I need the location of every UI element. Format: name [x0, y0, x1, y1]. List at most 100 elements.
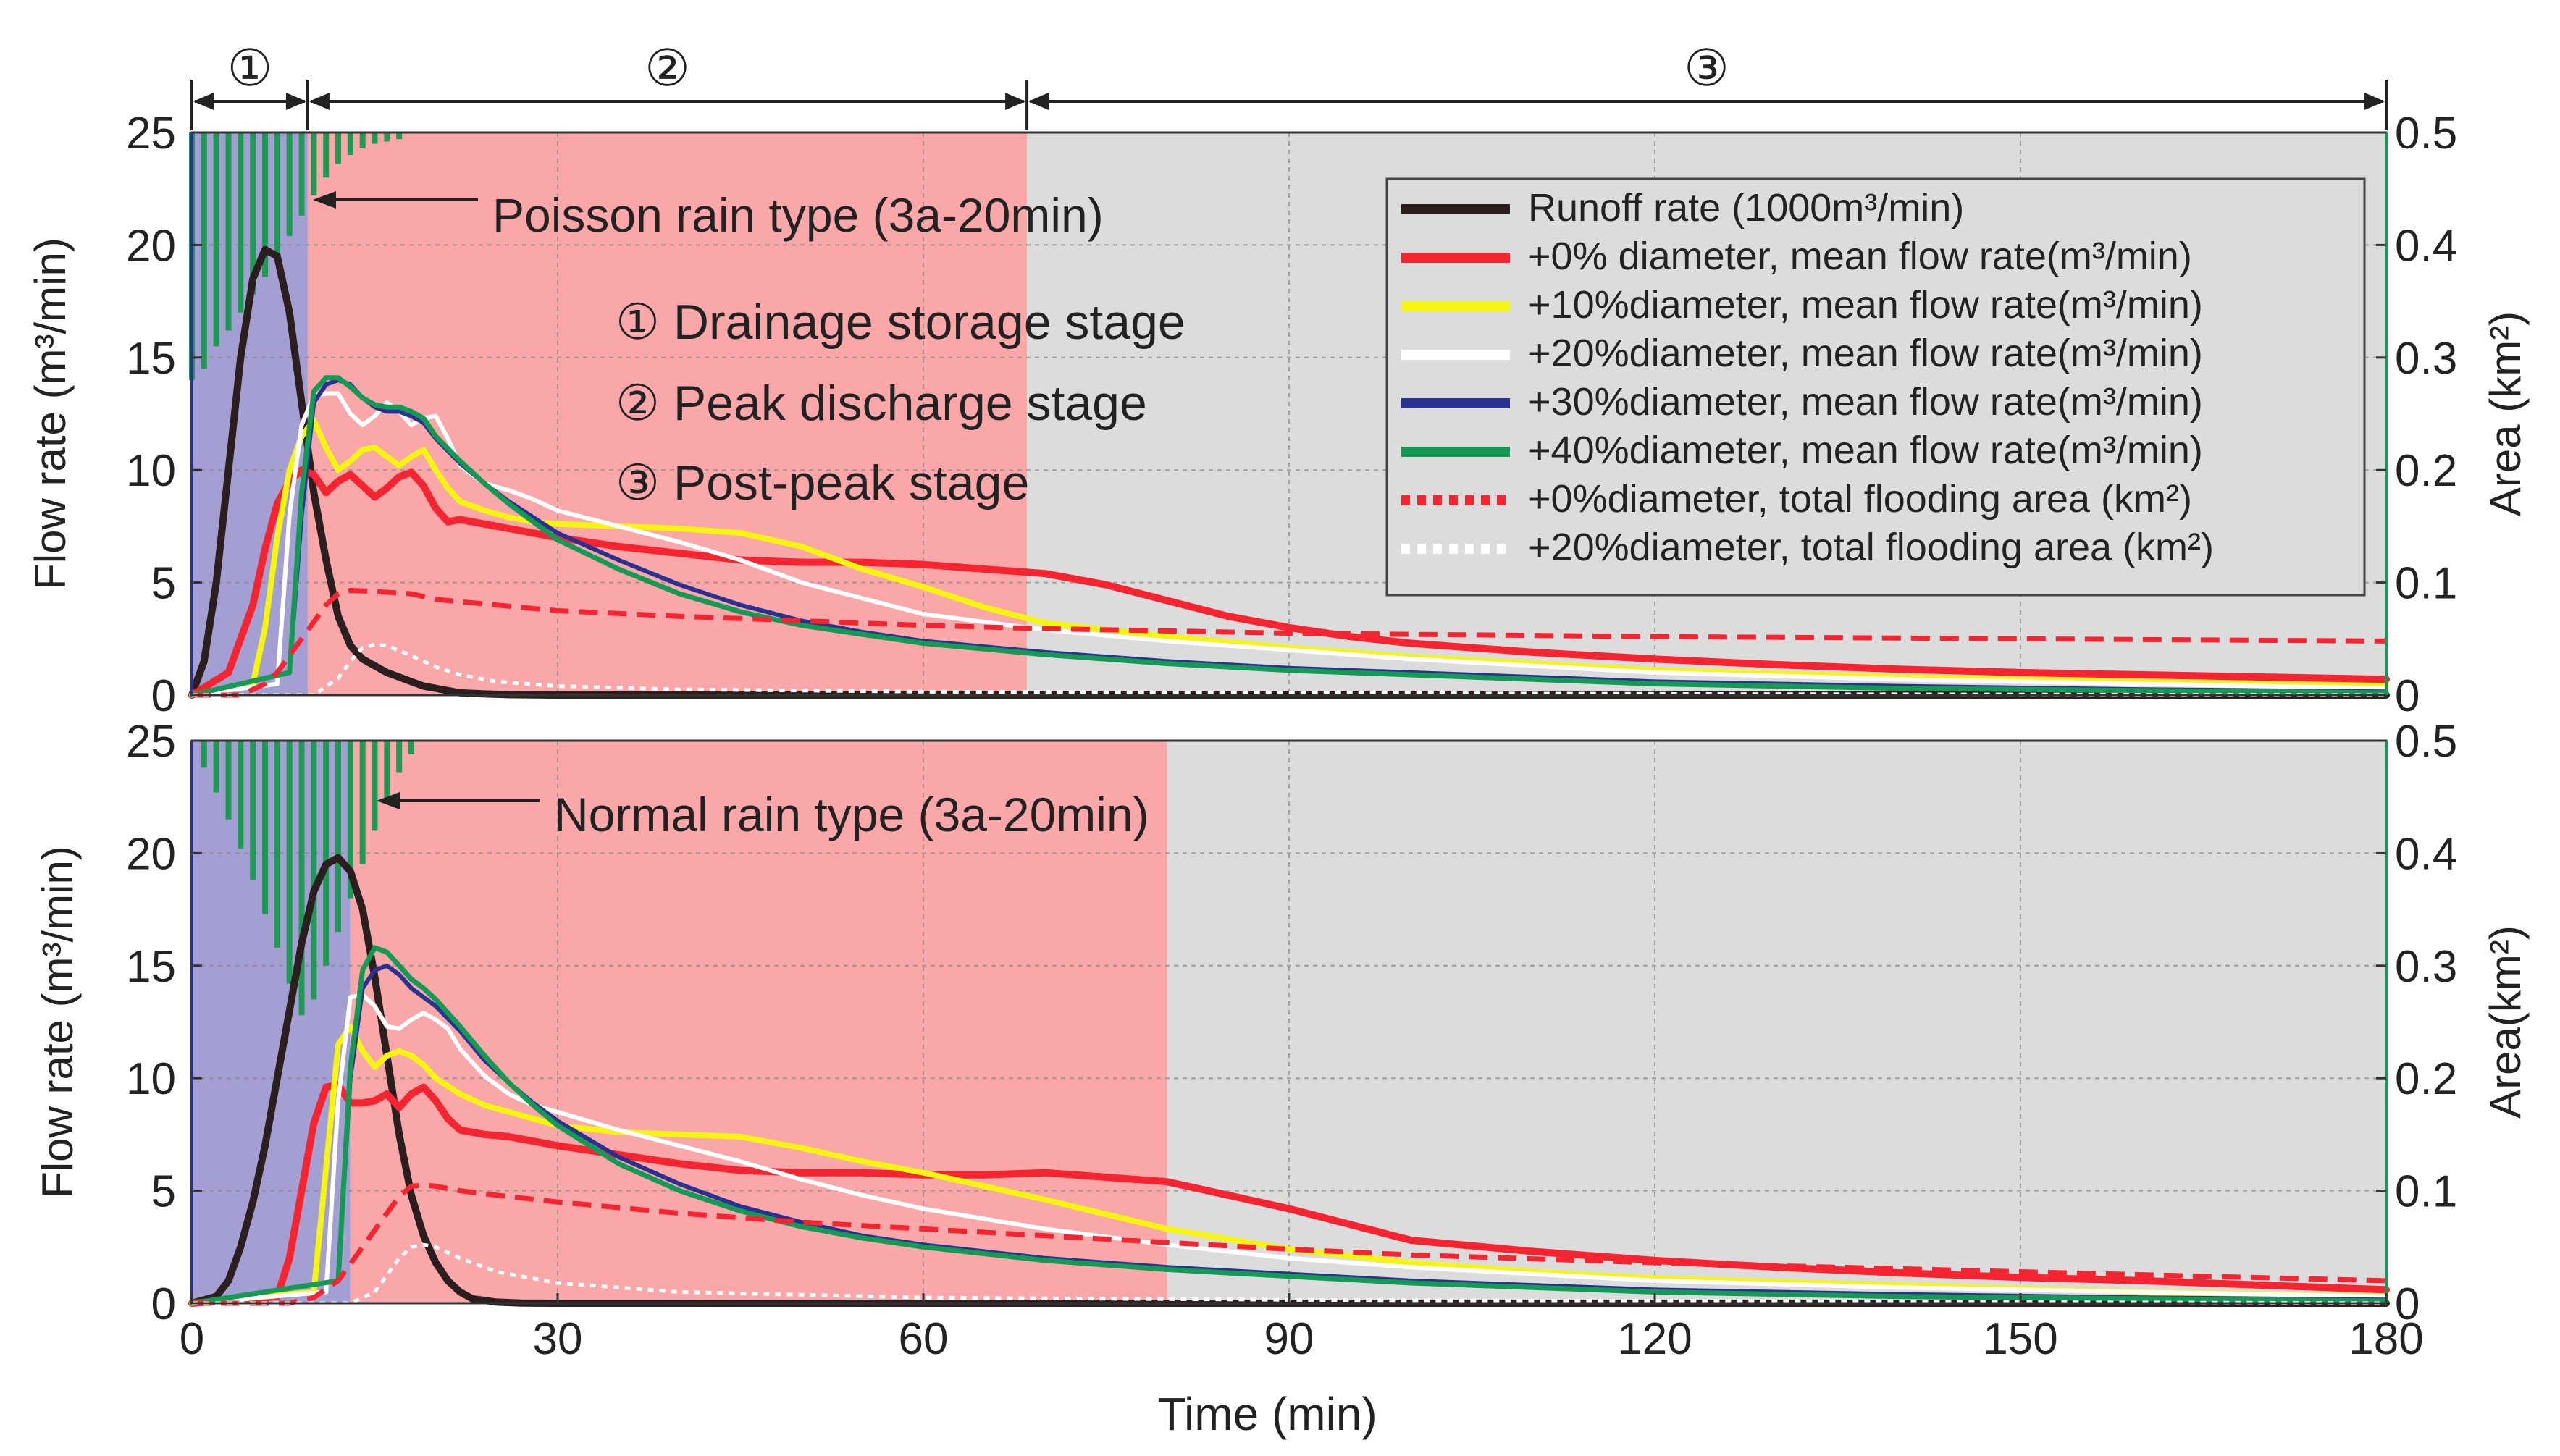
stage-marker-2: ② — [645, 40, 690, 96]
rain-bar — [225, 132, 232, 331]
series-line-d0 — [188, 466, 2390, 699]
series-line-runoff — [188, 245, 2390, 699]
legend-label-d30: +30%diameter, mean flow rate(m³/min) — [1528, 380, 2203, 424]
rain-bar — [396, 132, 403, 140]
legend-label-d40: +40%diameter, mean flow rate(m³/min) — [1528, 429, 2203, 472]
panel-title: Normal rain type (3a-20min) — [554, 788, 1149, 841]
stage-bar-arrowhead — [193, 93, 214, 110]
series-line-a0 — [192, 588, 2387, 698]
legend-label-d0: +0% diameter, mean flow rate(m³/min) — [1528, 235, 2192, 278]
stage-bar-arrowhead — [1005, 93, 1026, 110]
arrow-head — [313, 191, 336, 209]
gridlines — [192, 741, 2386, 1303]
series-line-a20 — [192, 642, 2387, 697]
series-line-a0 — [192, 1182, 2387, 1306]
legend-label-runoff: Runoff rate (1000m³/min) — [1528, 186, 1964, 230]
stage-note-3: ③ Post-peak stage — [616, 455, 1029, 510]
y2-tick-label: 0.1 — [2395, 1167, 2457, 1217]
rain-bar — [323, 132, 330, 178]
rain-bar — [335, 741, 341, 933]
stage-bar-arrowhead — [1028, 93, 1049, 110]
rain-bar — [311, 132, 317, 196]
x-axis-label: Time (min) — [1157, 1388, 1377, 1440]
series-lines — [188, 854, 2390, 1307]
y2-tick-label: 0 — [2395, 671, 2420, 721]
legend-entries: Runoff rate (1000m³/min) +0% diameter, me… — [1401, 186, 2214, 569]
rain-bar — [250, 741, 256, 880]
rain-bar — [262, 132, 268, 277]
x-tick-label: 0 — [180, 1314, 204, 1364]
rain-bar — [213, 741, 219, 793]
x-tick-label: 30 — [533, 1314, 583, 1364]
rain-bar — [347, 132, 353, 156]
legend-box — [1385, 177, 2366, 597]
panel-poisson: 0 5 10 15 20 25 0 0.1 0.2 0.3 0.4 0.5 Poisson rain … — [26, 109, 2530, 721]
rain-bar — [372, 132, 378, 144]
y-tick-label: 0 — [151, 671, 176, 721]
stage-marker-1: ① — [227, 40, 273, 96]
arrow-head — [377, 792, 400, 809]
y2-tick-label: 0.2 — [2395, 1054, 2457, 1104]
axes: 0 5 10 15 20 25 0 0.1 0.2 0.3 0.4 0.5 — [126, 109, 2457, 721]
x-tick-label: 180 — [2349, 1314, 2423, 1364]
stage-bg-2 — [307, 132, 1028, 695]
rain-bar — [213, 132, 219, 347]
rain-bar — [238, 741, 244, 849]
rain-bar — [225, 741, 232, 820]
legend-label-a0: +0%diameter, total flooding area (km²) — [1528, 477, 2192, 521]
rain-bar — [396, 741, 403, 773]
y-tick-label: 5 — [151, 559, 176, 609]
series-line-d20 — [190, 391, 2388, 697]
stage-bar: ① ② ③ — [190, 40, 2388, 130]
rain-bar — [384, 741, 390, 799]
y-tick-label: 10 — [126, 446, 176, 496]
y2-axis-label: Area (km²) — [2481, 311, 2530, 516]
stage-note-2: ② Peak discharge stage — [616, 376, 1147, 431]
stage-bar-arrowhead — [2364, 93, 2385, 110]
y-tick-label: 0 — [151, 1279, 176, 1329]
y-tick-label: 15 — [126, 942, 176, 992]
series-line-d20 — [190, 993, 2388, 1305]
y2-tick-label: 0.5 — [2395, 109, 2457, 159]
legend-label-d10: +10%diameter, mean flow rate(m³/min) — [1528, 283, 2203, 327]
rain-bar — [286, 741, 293, 984]
rain-bar — [201, 741, 207, 768]
rain-bar — [408, 741, 414, 754]
axes: 0 5 10 15 20 25 0 0.1 0.2 0.3 0.4 0.5 0 30 60 90 120 150 1… — [126, 717, 2457, 1364]
y-tick-label: 20 — [126, 829, 176, 879]
y-tick-label: 10 — [126, 1054, 176, 1104]
legend-label-a20: +20%diameter, total flooding area (km²) — [1528, 526, 2214, 569]
rain-bar — [359, 741, 366, 864]
x-tick-label: 90 — [1264, 1314, 1314, 1364]
rain-bar — [347, 741, 353, 899]
rain-bar — [372, 741, 378, 831]
y2-tick-label: 0.3 — [2395, 334, 2457, 384]
rain-bar — [274, 741, 280, 948]
x-tick-label: 120 — [1617, 1314, 1692, 1364]
y2-tick-label: 0.4 — [2395, 221, 2457, 271]
rain-bar — [298, 132, 305, 216]
panel-title: Poisson rain type (3a-20min) — [492, 188, 1104, 242]
stage-note-1: ① Drainage storage stage — [616, 295, 1185, 350]
title-arrow — [377, 792, 540, 809]
title-arrow — [313, 191, 478, 209]
y-tick-label: 25 — [126, 717, 176, 767]
rain-bars — [201, 741, 414, 1016]
series-lines — [188, 245, 2390, 699]
rain-bar — [298, 741, 305, 1016]
legend-label-d20: +20%diameter, mean flow rate(m³/min) — [1528, 332, 2203, 375]
stage-bar-arrowhead — [309, 93, 330, 110]
series-line-a20 — [192, 1242, 2387, 1305]
series-line-d10 — [189, 417, 2389, 698]
rain-bar — [274, 132, 280, 256]
y-axis-label: Flow rate (m³/min) — [26, 237, 75, 590]
y2-tick-label: 0 — [2395, 1279, 2420, 1329]
y-axis-label: Flow rate (m³/min) — [33, 846, 82, 1198]
y-tick-label: 15 — [126, 334, 176, 384]
x-tick-label: 60 — [899, 1314, 949, 1364]
rain-bar — [384, 132, 390, 142]
panel-normal: 0 5 10 15 20 25 0 0.1 0.2 0.3 0.4 0.5 0 30 60 90 120 150 1… — [33, 717, 2530, 1364]
rain-bar — [286, 132, 293, 236]
y2-tick-label: 0.3 — [2395, 942, 2457, 992]
stage-notes: ① Drainage storage stage ② Peak discharg… — [616, 295, 1185, 510]
